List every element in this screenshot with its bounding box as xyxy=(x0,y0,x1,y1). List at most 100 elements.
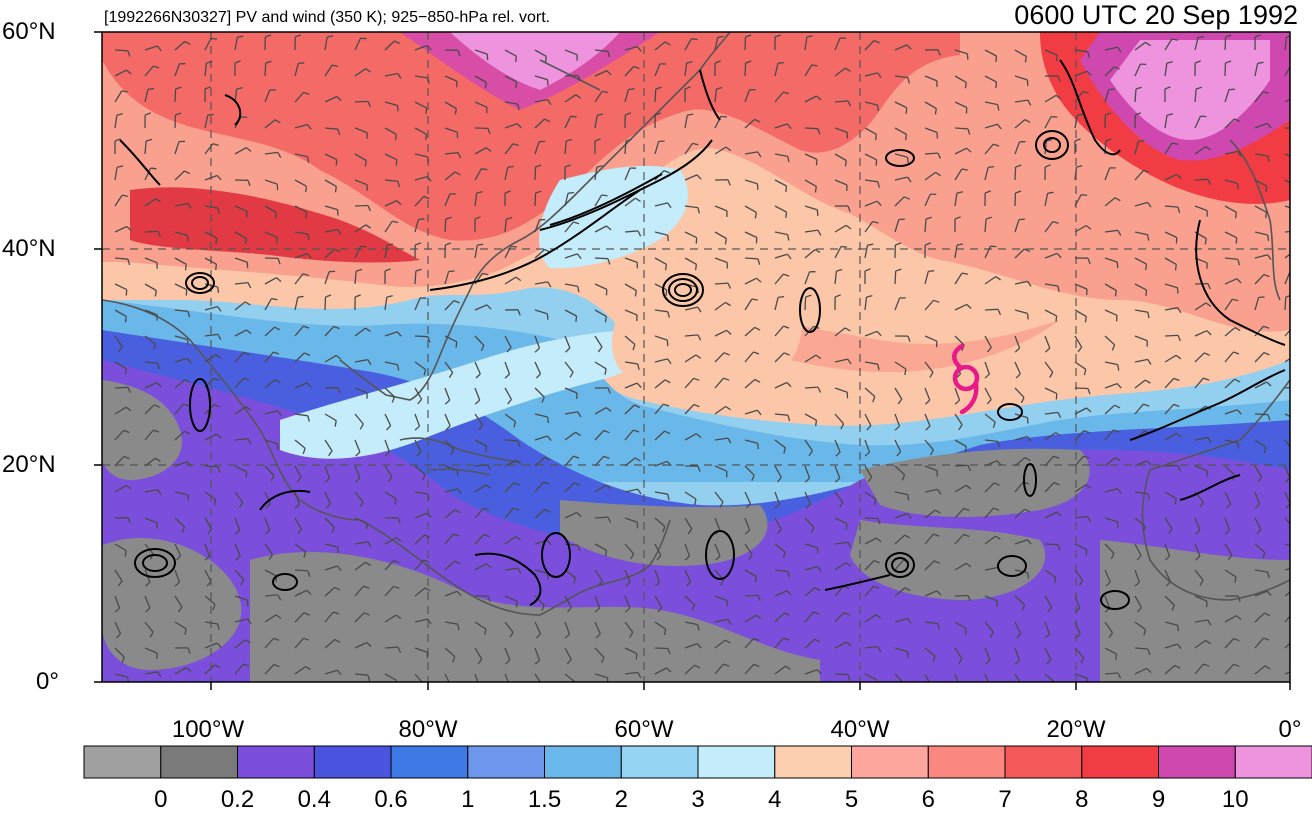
wind-barb-flag xyxy=(668,235,669,241)
wind-barb-flag xyxy=(899,219,905,220)
wind-barb-flag xyxy=(1294,639,1300,642)
wind-barb xyxy=(745,595,758,596)
wind-barb-flag xyxy=(1238,183,1239,189)
wind-barb xyxy=(805,128,818,129)
wind-barb xyxy=(445,219,446,232)
wind-barb xyxy=(295,570,308,571)
wind-barb-flag xyxy=(151,168,157,169)
colorbar-swatch xyxy=(1159,746,1236,778)
wind-barb-flag xyxy=(246,472,247,478)
wind-barb-flag xyxy=(816,420,817,426)
wind-barb xyxy=(745,63,746,76)
wind-barb xyxy=(655,648,668,649)
wind-barb xyxy=(925,153,938,154)
wind-barb xyxy=(865,518,878,519)
wind-barb-flag xyxy=(1291,65,1297,66)
wind-barb xyxy=(355,206,368,207)
wind-barb-flag xyxy=(1116,654,1117,660)
lon-label-40w: 40°W xyxy=(831,716,890,744)
colorbar xyxy=(84,746,1312,778)
colorbar-swatch xyxy=(161,746,238,778)
wind-barb-flag xyxy=(1053,683,1055,689)
wind-barb xyxy=(655,89,656,102)
wind-barb-flag xyxy=(426,134,427,140)
wind-barb-flag xyxy=(1291,528,1294,533)
wind-barb xyxy=(745,37,746,50)
wind-barb-flag xyxy=(965,629,966,635)
wind-barb-flag xyxy=(486,446,487,452)
wind-barb-flag xyxy=(1295,250,1300,253)
wind-barb-flag xyxy=(696,238,697,244)
wind-barb-flag xyxy=(965,82,966,88)
wind-barb xyxy=(955,128,968,129)
wind-barb xyxy=(835,674,848,675)
wind-barb-flag xyxy=(485,83,486,89)
wind-barb xyxy=(205,466,218,467)
wind-barb-flag xyxy=(1138,141,1144,142)
lon-label-60w: 60°W xyxy=(615,716,674,744)
wind-barb-flag xyxy=(818,548,819,554)
wind-barb-flag xyxy=(1268,235,1269,241)
wind-barb-flag xyxy=(455,109,456,115)
wind-barb-flag xyxy=(878,105,879,111)
wind-barb-flag xyxy=(908,157,909,163)
wind-barb-flag xyxy=(1146,264,1147,270)
wind-barb-flag xyxy=(338,210,339,216)
wind-barb-flag xyxy=(1298,128,1300,134)
map-panel xyxy=(102,32,1301,690)
wind-barb-flag xyxy=(398,365,399,371)
wind-barb-flag xyxy=(758,443,759,449)
wind-barb xyxy=(1165,335,1178,336)
colorbar-swatch xyxy=(621,746,698,778)
wind-barb-flag xyxy=(508,166,514,167)
wind-barb-flag xyxy=(691,39,697,40)
lon-label-100w: 100°W xyxy=(172,716,244,744)
wind-barb-flag xyxy=(275,213,276,219)
wind-barb-flag xyxy=(967,54,968,60)
wind-barb-flag xyxy=(841,247,847,248)
wind-barb-flag xyxy=(1109,89,1115,90)
wind-barb-flag xyxy=(876,134,877,140)
wind-barb-flag xyxy=(516,56,517,62)
wind-barb-flag xyxy=(568,193,574,194)
wind-barb xyxy=(505,440,518,441)
wind-barb xyxy=(805,297,806,310)
colorbar-swatch xyxy=(775,746,852,778)
wind-barb-flag xyxy=(659,141,665,142)
wind-barb-flag xyxy=(1146,290,1147,296)
wind-barb xyxy=(415,271,416,284)
wind-barb-flag xyxy=(718,36,724,37)
wind-barb-flag xyxy=(606,550,607,556)
wind-barb-flag xyxy=(516,82,517,88)
wind-barb-flag xyxy=(1028,313,1029,319)
wind-barb-flag xyxy=(721,116,727,117)
wind-barb-flag xyxy=(845,161,846,167)
wind-barb-flag xyxy=(988,167,994,168)
wind-barb-flag xyxy=(396,134,397,140)
wind-barb-flag xyxy=(449,271,455,272)
lat-label-eq: 0° xyxy=(36,668,59,696)
wind-barb xyxy=(895,271,896,284)
wind-barb xyxy=(805,387,818,388)
wind-barb-flag xyxy=(426,108,427,114)
wind-barb-flag xyxy=(421,684,424,689)
lon-label-0: 0° xyxy=(1279,716,1302,744)
wind-barb-flag xyxy=(1081,195,1087,196)
wind-barb-flag xyxy=(188,340,189,346)
wind-barb-flag xyxy=(539,685,542,690)
wind-barb-flag xyxy=(755,577,756,583)
wind-barb xyxy=(955,596,968,597)
wind-barb-flag xyxy=(547,314,548,320)
wind-barb-flag xyxy=(1266,212,1267,218)
wind-barb-flag xyxy=(986,686,990,690)
wind-barb xyxy=(415,336,428,337)
wind-barb-flag xyxy=(1236,238,1237,244)
wind-barb-flag xyxy=(126,368,127,374)
wind-barb-flag xyxy=(418,219,424,220)
wind-barb-flag xyxy=(298,296,304,297)
wind-barb xyxy=(1045,544,1058,545)
wind-barb-flag xyxy=(1085,317,1086,323)
wind-barb-flag xyxy=(211,39,217,40)
wind-barb-flag xyxy=(786,212,787,218)
wind-barb-flag xyxy=(1296,355,1301,358)
